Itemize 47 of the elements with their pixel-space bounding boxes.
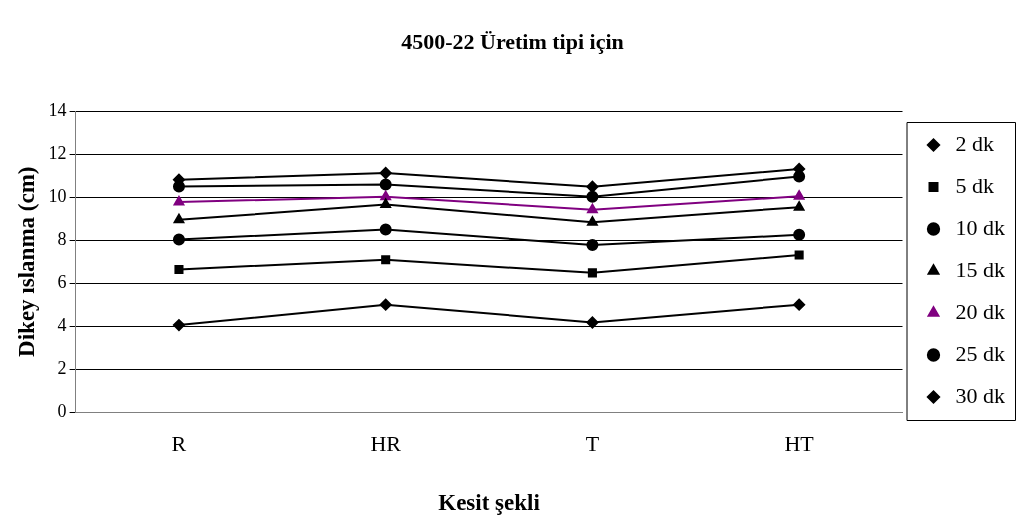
point xyxy=(380,190,392,201)
x-tick-label: R xyxy=(171,430,187,456)
y-tick-label: 12 xyxy=(48,143,67,164)
y-tick-label: 14 xyxy=(48,100,67,121)
legend-label: 15 dk xyxy=(955,256,1005,282)
x-tick-label: HT xyxy=(784,430,815,456)
point xyxy=(174,264,184,274)
legend-label: 10 dk xyxy=(955,214,1005,240)
point xyxy=(587,203,598,214)
point xyxy=(380,198,392,209)
y-tick-label: 0 xyxy=(57,400,67,421)
x-tick-label: HR xyxy=(370,430,402,456)
y-tick-label: 6 xyxy=(57,271,67,292)
legend-label: 5 dk xyxy=(955,172,994,198)
point xyxy=(173,196,185,206)
point xyxy=(379,167,392,180)
point xyxy=(793,298,806,311)
y-tick-label: 10 xyxy=(48,186,67,207)
point xyxy=(793,170,806,183)
point xyxy=(379,223,392,236)
point xyxy=(586,316,599,329)
point xyxy=(793,190,805,200)
point xyxy=(586,190,599,203)
y-tick-label: 2 xyxy=(57,357,67,378)
x-axis-title: Kesit şekli xyxy=(438,490,541,516)
y-tick-label: 4 xyxy=(57,314,67,335)
point xyxy=(172,233,185,246)
chart-title: 4500-22 Üretim tipi için xyxy=(401,28,624,54)
legend-label: 30 dk xyxy=(955,382,1005,408)
point xyxy=(793,228,806,241)
point xyxy=(587,216,598,226)
point xyxy=(794,250,804,260)
point xyxy=(379,298,392,311)
legend-label: 25 dk xyxy=(955,340,1005,366)
x-tick-label: T xyxy=(585,430,600,456)
point xyxy=(586,238,599,251)
legend-label: 20 dk xyxy=(955,298,1005,324)
y-tick-label: 8 xyxy=(57,228,67,249)
point xyxy=(172,319,185,332)
legend-label: 2 dk xyxy=(955,130,994,156)
y-axis-title: Dikey ıslanma (cm) xyxy=(13,166,39,357)
point xyxy=(586,180,599,193)
point xyxy=(793,201,805,211)
point xyxy=(587,268,597,278)
point xyxy=(381,255,391,265)
point xyxy=(379,178,392,191)
point xyxy=(173,213,185,224)
